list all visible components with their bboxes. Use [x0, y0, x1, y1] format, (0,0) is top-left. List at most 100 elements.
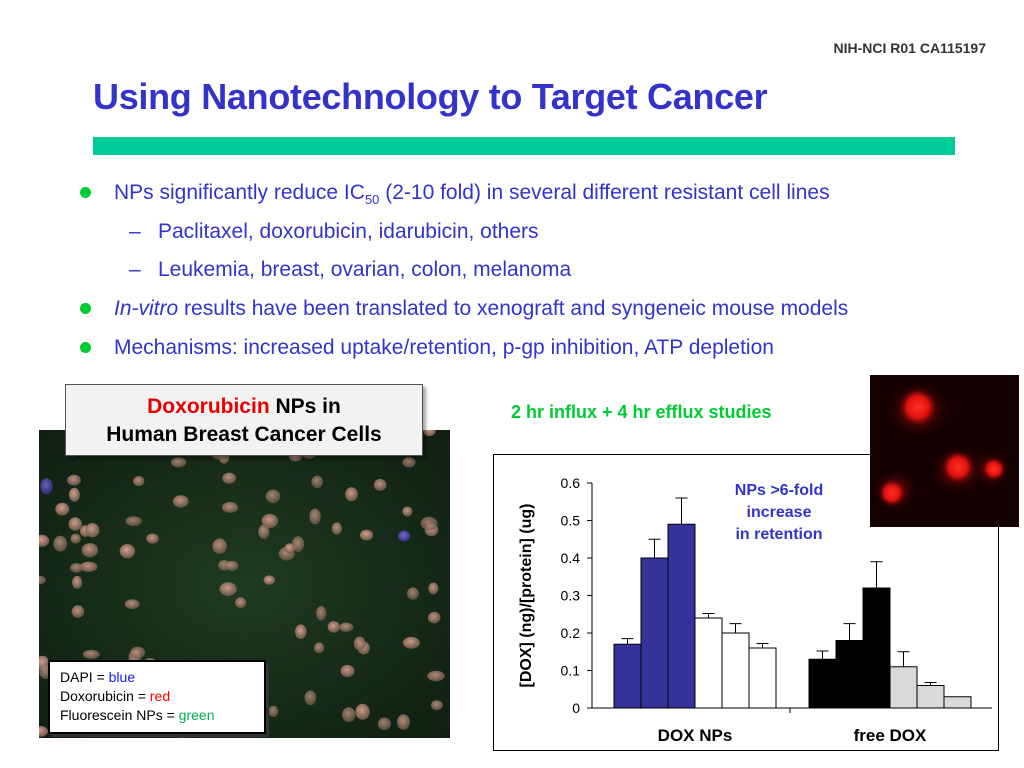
y-tick-label: 0	[572, 700, 580, 716]
cell-nucleus	[427, 611, 441, 624]
grant-number: NIH-NCI R01 CA115197	[833, 40, 986, 56]
cell-nucleus	[53, 535, 68, 552]
cell-nucleus	[331, 522, 342, 535]
cell-nucleus	[39, 534, 50, 547]
cell-nucleus	[342, 707, 356, 723]
cell-nucleus	[295, 624, 307, 639]
y-tick-label: 0.5	[561, 513, 581, 529]
cell-nucleus	[172, 495, 189, 508]
cell-nucleus	[398, 530, 411, 542]
cell-nucleus	[360, 529, 374, 541]
legend-color-word: blue	[108, 669, 136, 685]
annotation-line: NPs >6-fold	[734, 482, 824, 499]
cell-nucleus	[309, 508, 321, 525]
y-tick-label: 0.2	[561, 625, 581, 641]
cell-nucleus	[402, 506, 413, 517]
cell-nucleus	[222, 472, 237, 484]
chart-annotation: NPs >6-fold increase in retention	[706, 480, 852, 546]
y-tick-label: 0.3	[561, 588, 581, 604]
legend-text: Doxorubicin =	[60, 688, 150, 704]
y-tick-label: 0.6	[561, 475, 581, 491]
image-label-box: Doxorubicin NPs in Human Breast Cancer C…	[65, 384, 423, 456]
bullet-text-part: (2-10 fold) in several different resista…	[379, 181, 830, 204]
x-category-label: free DOX	[854, 726, 927, 745]
bullet-text: In-vitro results have been translated to…	[114, 297, 848, 321]
cell-nucleus	[222, 502, 239, 513]
bar	[721, 632, 750, 709]
y-tick-label: 0.4	[561, 550, 581, 566]
subbullet-text: Leukemia, breast, ovarian, colon, melano…	[158, 258, 572, 281]
legend-color-word: green	[178, 707, 215, 723]
cell-nucleus	[55, 502, 70, 516]
legend-row-fluorescein: Fluorescein NPs = green	[60, 706, 264, 725]
bar	[889, 666, 918, 709]
bullet-dot-icon	[80, 342, 91, 353]
cell-nucleus	[146, 533, 159, 544]
annotation-line: increase	[746, 504, 812, 521]
cell-nucleus	[133, 476, 145, 487]
bar	[694, 617, 723, 709]
cell-nucleus	[79, 561, 98, 572]
bar	[862, 587, 891, 709]
doxorubicin-fluorescence-image	[870, 375, 1019, 527]
cell-nucleus	[235, 597, 247, 609]
cell-nucleus	[423, 430, 436, 437]
cell-nucleus	[420, 516, 438, 531]
dash-icon: –	[129, 220, 141, 243]
cell-nucleus	[85, 523, 100, 538]
cell-nucleus	[40, 478, 53, 495]
legend-row-dapi: DAPI = blue	[60, 668, 264, 687]
cell-nucleus	[81, 543, 99, 558]
cell-nucleus	[427, 670, 445, 682]
cell-nucleus	[316, 606, 327, 621]
cell-nucleus	[311, 475, 324, 489]
cell-nucleus	[70, 533, 81, 544]
cell-nucleus	[304, 690, 317, 706]
cell-nucleus	[340, 664, 355, 678]
cell-nucleus	[125, 516, 142, 527]
cell-nucleus	[402, 457, 416, 468]
legend-text: DAPI =	[60, 669, 109, 685]
bullet-text-part: NPs significantly reduce IC	[114, 181, 365, 204]
slide-title: Using Nanotechnology to Target Cancer	[93, 76, 768, 117]
cell-nucleus	[130, 646, 146, 659]
cell-nucleus	[377, 717, 391, 731]
chart-title: 2 hr influx + 4 hr efflux studies	[511, 402, 772, 422]
ic50-subscript: 50	[364, 192, 380, 208]
cell-nucleus	[397, 714, 410, 730]
cell-nucleus	[67, 474, 81, 486]
dash-icon: –	[129, 258, 141, 281]
cell-nucleus	[402, 636, 420, 649]
cell-nucleus	[212, 538, 227, 554]
bullet-dot-icon	[80, 303, 91, 314]
cell-nucleus	[124, 599, 140, 610]
bar	[667, 523, 696, 709]
bar	[808, 658, 837, 709]
cell-nucleus	[353, 636, 366, 651]
subbullet-text: Paclitaxel, doxorubicin, idarubicin, oth…	[158, 220, 539, 243]
cell-nucleus	[71, 605, 85, 618]
bar	[640, 557, 669, 709]
x-category-label: DOX NPs	[658, 726, 733, 745]
bar	[916, 685, 945, 709]
annotation-line: in retention	[735, 526, 823, 543]
cell-nucleus	[39, 726, 48, 737]
cell-nucleus	[68, 487, 80, 502]
bullet-text: Mechanisms: increased uptake/retention, …	[114, 336, 774, 359]
cell-nucleus	[407, 587, 419, 600]
legend-color-word: red	[149, 688, 171, 704]
doxorubicin-label: Doxorubicin	[147, 395, 270, 418]
cell-nucleus	[119, 544, 136, 559]
cell-nucleus	[68, 517, 82, 531]
y-tick-label: 0.1	[561, 663, 581, 679]
chart-frame: 0 0.1 0.2 0.3 0.4 0.5 0.6 [DOX] (ng)/[protein] …	[493, 454, 999, 751]
cell-nucleus	[355, 703, 370, 720]
label-text: NPs in	[269, 395, 341, 418]
cell-nucleus	[373, 478, 387, 491]
cell-nucleus	[327, 621, 340, 633]
legend-text: Fluorescein NPs =	[60, 707, 179, 723]
cell-nucleus	[39, 575, 46, 585]
cell-nucleus	[258, 524, 270, 539]
bullet-text: NPs significantly reduce IC50 (2-10 fold…	[114, 181, 830, 207]
cell-nucleus	[314, 642, 325, 654]
